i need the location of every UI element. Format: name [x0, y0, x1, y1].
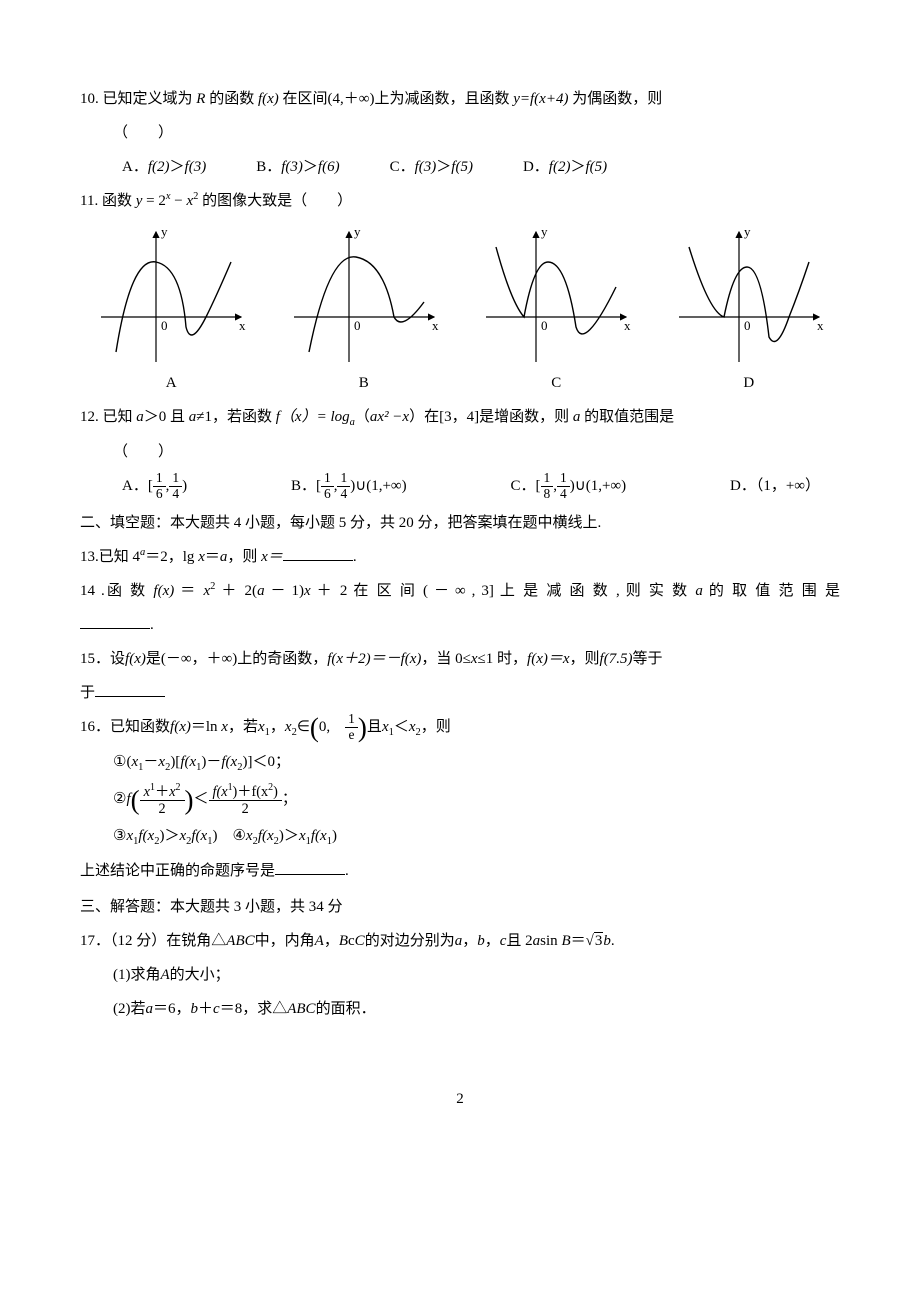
q16-s1: ①(x1－x2)[f(x1)－f(x2)]＜0； — [80, 747, 840, 778]
graph-b: y x 0 B — [273, 222, 455, 398]
q16-s2: ②f(x1＋x22)＜f(x1)＋f(x2)2； — [80, 782, 840, 818]
svg-text:y: y — [541, 224, 548, 239]
q16: 16．已知函数f(x)＝ln x，若x1，x2∈(0, 1e)且x1＜x2，则 — [80, 712, 840, 743]
graph-b-svg: y x 0 — [284, 222, 444, 372]
q14-blank-line: . — [80, 610, 840, 640]
q12-opt-a: A．[16,14) — [122, 471, 187, 502]
q12-opt-b: B．[16,14)∪(1,+∞) — [291, 471, 407, 502]
q10-paren: （ ） — [80, 118, 840, 148]
svg-text:x: x — [239, 318, 246, 333]
svg-text:x: x — [432, 318, 439, 333]
graph-a-label: A — [80, 368, 262, 398]
svg-text:0: 0 — [541, 318, 548, 333]
q17: 17．（12 分）在锐角△ABC中，内角A，BcC的对边分别为a，b，c且 2a… — [80, 926, 840, 956]
q14-blank — [80, 613, 150, 629]
q12-paren: （ ） — [80, 437, 840, 467]
q16-s34: ③x1f(x2)＞x2f(x1) ④x2f(x2)＞x1f(x1) — [80, 821, 840, 852]
q15-blank — [95, 681, 165, 697]
q12: 12. 已知 a＞0 且 a≠1，若函数 f（x）= loga（ax² −x）在… — [80, 402, 840, 433]
q10-options: A．f(2)＞f(3) B．f(3)＞f(6) C．f(3)＞f(5) D．f(… — [80, 152, 840, 182]
q10-opt-a: A．f(2)＞f(3) — [122, 152, 206, 182]
graph-d-label: D — [658, 368, 840, 398]
q17-p2: (2)若a＝6，b＋c＝8，求△ABC的面积． — [80, 994, 840, 1024]
q12-num: 12. — [80, 409, 99, 425]
q12-opt-c: C．[18,14)∪(1,+∞) — [510, 471, 626, 502]
section-3: 三、解答题：本大题共 3 小题，共 34 分 — [80, 892, 840, 922]
svg-text:x: x — [817, 318, 824, 333]
q12-opt-d: D．（1，+∞） — [730, 471, 820, 502]
q13-blank — [283, 545, 353, 561]
q10-opt-b: B．f(3)＞f(6) — [256, 152, 339, 182]
graph-c-label: C — [465, 368, 647, 398]
graph-c: y x 0 C — [465, 222, 647, 398]
graph-b-label: B — [273, 368, 455, 398]
graph-a-svg: y x 0 — [91, 222, 251, 372]
svg-text:y: y — [354, 224, 361, 239]
q15: 15．设f(x)是(－∞，＋∞)上的奇函数，f(x＋2)＝－f(x)，当 0≤x… — [80, 644, 840, 674]
q15-blank-line: 于 — [80, 678, 840, 708]
section-2: 二、填空题：本大题共 4 小题，每小题 5 分，共 20 分，把答案填在题中横线… — [80, 508, 840, 538]
graph-a: y x 0 A — [80, 222, 262, 398]
q14-num: 14 . — [80, 583, 105, 599]
q11-num: 11. — [80, 193, 98, 209]
svg-text:x: x — [624, 318, 631, 333]
svg-text:0: 0 — [354, 318, 361, 333]
q13-num: 13. — [80, 549, 99, 565]
graph-c-svg: y x 0 — [476, 222, 636, 372]
q12-options: A．[16,14) B．[16,14)∪(1,+∞) C．[18,14)∪(1,… — [80, 471, 840, 502]
q10: 10. 已知定义域为 R 的函数 f(x) 在区间(4,＋∞)上为减函数，且函数… — [80, 84, 840, 114]
q17-p1: (1)求角A的大小； — [80, 960, 840, 990]
q11: 11. 函数 y = 2x − x2 的图像大致是（ ） — [80, 186, 840, 216]
q16-blank — [275, 859, 345, 875]
q16-concl: 上述结论中正确的命题序号是. — [80, 856, 840, 886]
q11-graphs: y x 0 A y x 0 B y x 0 C — [80, 222, 840, 398]
graph-d: y x 0 D — [658, 222, 840, 398]
q10-num: 10. — [80, 91, 99, 107]
page-number: 2 — [80, 1084, 840, 1114]
q14: 14 .函 数 f(x) ＝ x2 ＋ 2(a － 1)x ＋ 2 在 区 间 … — [80, 576, 840, 606]
q10-opt-c: C．f(3)＞f(5) — [390, 152, 473, 182]
q13: 13.已知 4a＝2，lg x＝a，则 x＝. — [80, 542, 840, 572]
svg-text:0: 0 — [744, 318, 751, 333]
graph-d-svg: y x 0 — [669, 222, 829, 372]
svg-text:0: 0 — [161, 318, 168, 333]
svg-text:y: y — [161, 224, 168, 239]
q17-num: 17． — [80, 933, 110, 949]
svg-text:y: y — [744, 224, 751, 239]
q15-num: 15． — [80, 651, 110, 667]
q16-num: 16． — [80, 719, 110, 735]
q10-opt-d: D．f(2)＞f(5) — [523, 152, 607, 182]
